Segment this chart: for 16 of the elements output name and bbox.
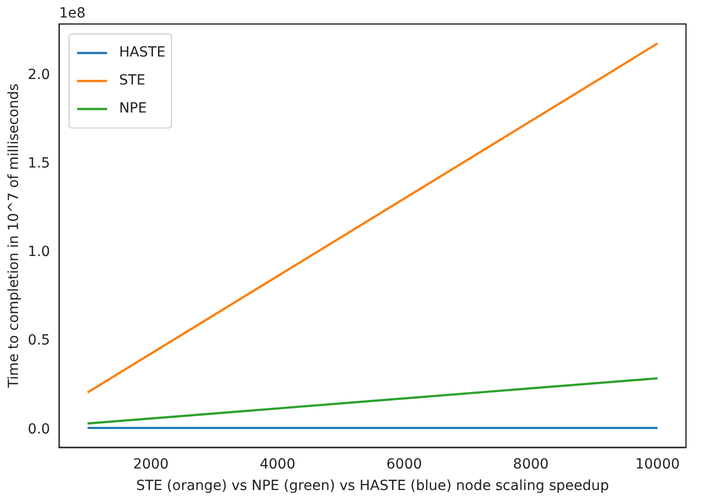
x-tick-label: 2000 (133, 456, 169, 472)
x-tick-label: 8000 (513, 456, 549, 472)
y-tick-label: 1.0 (28, 244, 50, 260)
legend-label: NPE (119, 100, 147, 117)
x-tick-label: 6000 (386, 456, 422, 472)
x-tick-label: 10000 (635, 456, 680, 472)
y-tick-label: 2.0 (28, 67, 50, 84)
x-tick-label: 4000 (260, 456, 296, 472)
legend-label: STE (119, 72, 146, 89)
text: 1e8 (59, 6, 86, 22)
y-tick-label: 0.0 (28, 421, 50, 438)
y-tick-label: 0.5 (28, 332, 50, 349)
y-axis-title: Time to completion in 10^7 of milliseconds (6, 84, 22, 389)
x-axis-title: STE (orange) vs NPE (green) vs HASTE (blue) node scaling speedup (136, 478, 610, 494)
y-tick-label: 1.5 (28, 156, 50, 172)
legend-label: HASTE (119, 44, 166, 61)
